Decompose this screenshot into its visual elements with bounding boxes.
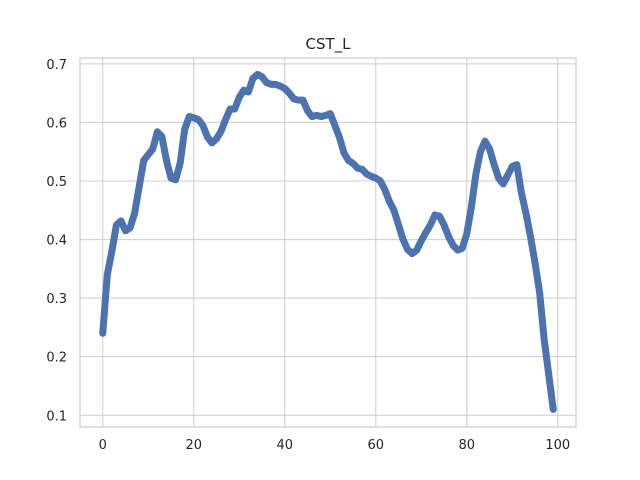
plot-frame bbox=[79, 57, 577, 428]
y-tick-label: 0.7 bbox=[46, 58, 67, 73]
x-tick-label: 60 bbox=[368, 438, 385, 453]
x-tick-label: 80 bbox=[459, 438, 476, 453]
series-line bbox=[99, 70, 557, 413]
x-tick-label: 0 bbox=[99, 438, 107, 453]
y-tick-label: 0.6 bbox=[46, 116, 67, 131]
x-tick-label: 100 bbox=[545, 438, 570, 453]
series-layer bbox=[99, 70, 557, 413]
y-axis-ticks: 0.1 0.2 0.3 0.4 0.5 0.6 0.7 bbox=[46, 58, 67, 424]
x-axis-ticks: 0 20 40 60 80 100 bbox=[99, 438, 571, 453]
x-tick-label: 40 bbox=[276, 438, 293, 453]
chart-title: CST_L bbox=[305, 35, 351, 54]
y-tick-label: 0.2 bbox=[46, 351, 67, 366]
x-tick-label: 20 bbox=[185, 438, 202, 453]
y-tick-label: 0.5 bbox=[46, 175, 67, 190]
y-tick-label: 0.4 bbox=[46, 234, 67, 249]
y-tick-label: 0.3 bbox=[46, 292, 67, 307]
y-tick-label: 0.1 bbox=[46, 409, 67, 424]
